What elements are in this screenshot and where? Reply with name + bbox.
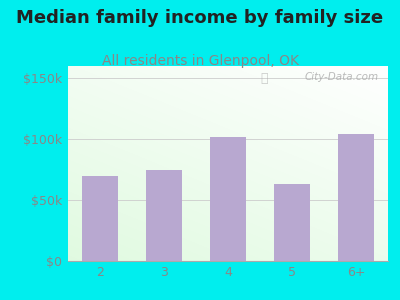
Bar: [274, 184, 310, 261]
Bar: [146, 169, 182, 261]
Bar: [82, 176, 118, 261]
Bar: [338, 134, 374, 261]
Text: Median family income by family size: Median family income by family size: [16, 9, 384, 27]
Text: Ⓠ: Ⓠ: [260, 72, 268, 85]
Bar: [210, 137, 246, 261]
Text: City-Data.com: City-Data.com: [304, 72, 378, 82]
Text: All residents in Glenpool, OK: All residents in Glenpool, OK: [102, 54, 298, 68]
